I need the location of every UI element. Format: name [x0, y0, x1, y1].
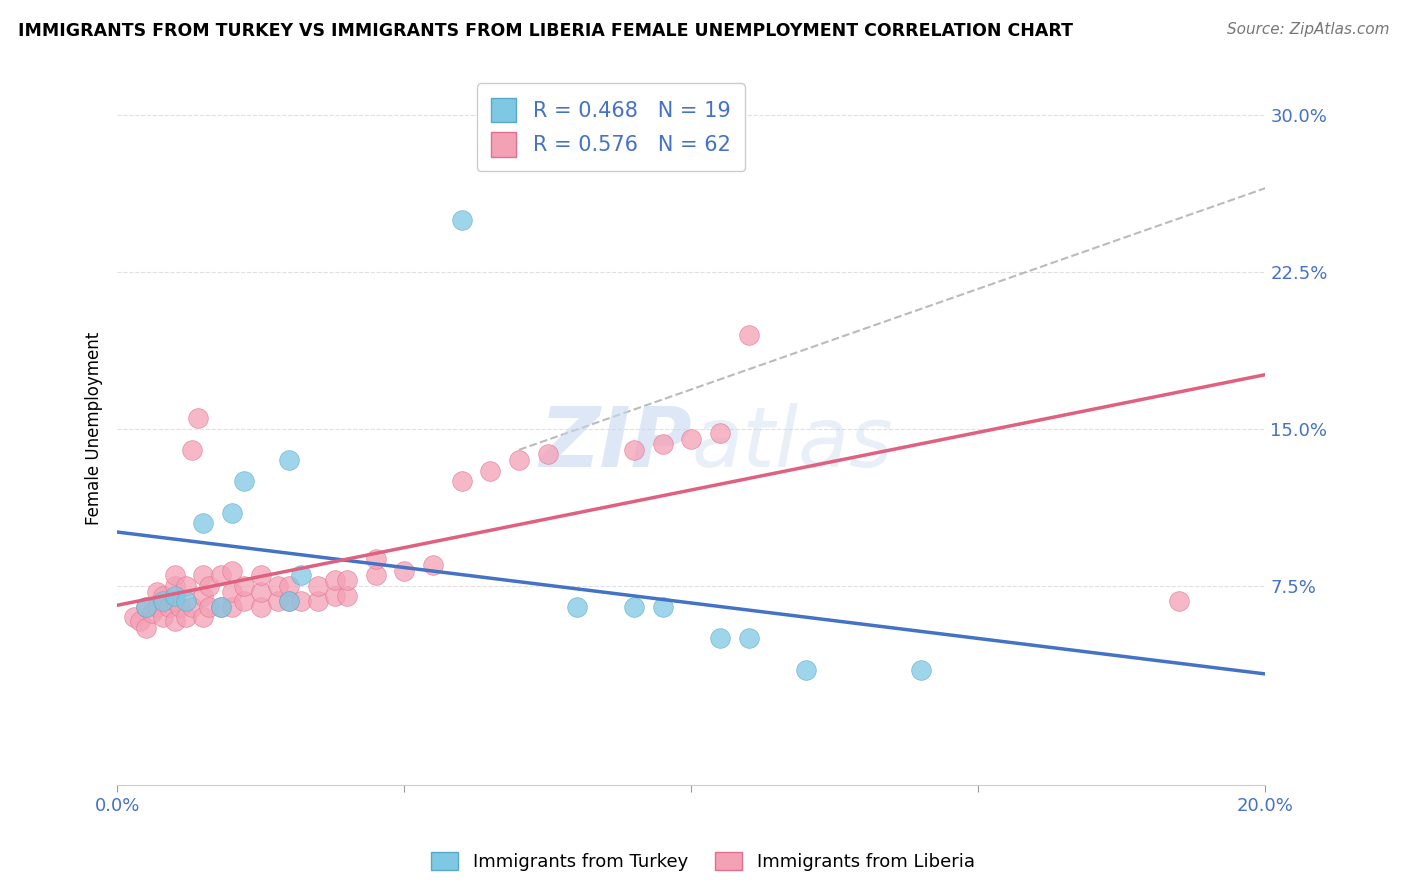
Point [146, 599, 169, 614]
Point [146, 585, 169, 599]
Point [794, 663, 817, 677]
Point [221, 599, 243, 614]
Point [152, 610, 174, 624]
Point [193, 568, 215, 582]
Point [198, 599, 221, 614]
Point [174, 593, 197, 607]
Point [267, 579, 290, 593]
Point [709, 631, 731, 645]
Point [193, 516, 215, 530]
Point [180, 442, 202, 457]
Point [135, 621, 157, 635]
Point [163, 579, 186, 593]
Point [232, 593, 254, 607]
Legend: R = 0.468   N = 19, R = 0.576   N = 62: R = 0.468 N = 19, R = 0.576 N = 62 [477, 83, 745, 171]
Point [364, 568, 387, 582]
Point [537, 447, 560, 461]
Point [290, 593, 312, 607]
Point [163, 590, 186, 604]
Point [450, 212, 472, 227]
Point [364, 551, 387, 566]
Point [290, 568, 312, 582]
Text: IMMIGRANTS FROM TURKEY VS IMMIGRANTS FROM LIBERIA FEMALE UNEMPLOYMENT CORRELATIO: IMMIGRANTS FROM TURKEY VS IMMIGRANTS FRO… [18, 22, 1073, 40]
Point [336, 573, 359, 587]
Point [325, 590, 347, 604]
Point [141, 606, 163, 620]
Point [187, 411, 209, 425]
Point [193, 610, 215, 624]
Point [278, 593, 301, 607]
Point [681, 433, 703, 447]
Point [157, 599, 180, 614]
Point [325, 573, 347, 587]
Point [221, 564, 243, 578]
Point [174, 610, 197, 624]
Point [221, 506, 243, 520]
Point [249, 568, 271, 582]
Point [1168, 593, 1191, 607]
Point [163, 593, 186, 607]
Point [307, 593, 329, 607]
Point [174, 579, 197, 593]
Point [135, 599, 157, 614]
Point [198, 579, 221, 593]
Point [267, 593, 290, 607]
Point [394, 564, 416, 578]
Point [232, 474, 254, 488]
Point [910, 663, 932, 677]
Point [651, 436, 673, 450]
Point [124, 610, 146, 624]
Point [738, 327, 761, 342]
Point [336, 590, 359, 604]
Point [209, 568, 232, 582]
Point [479, 464, 502, 478]
Point [508, 453, 530, 467]
Point [221, 585, 243, 599]
Point [278, 453, 301, 467]
Point [307, 579, 329, 593]
Text: Source: ZipAtlas.com: Source: ZipAtlas.com [1226, 22, 1389, 37]
Point [129, 615, 152, 629]
Text: atlas: atlas [692, 402, 893, 483]
Point [651, 599, 673, 614]
Y-axis label: Female Unemployment: Female Unemployment [86, 332, 103, 525]
Point [180, 599, 202, 614]
Point [163, 568, 186, 582]
Point [738, 631, 761, 645]
Point [209, 599, 232, 614]
Point [169, 599, 191, 614]
Point [152, 590, 174, 604]
Point [623, 599, 645, 614]
Point [135, 599, 157, 614]
Point [422, 558, 444, 572]
Point [450, 474, 472, 488]
Point [249, 585, 271, 599]
Point [709, 425, 731, 440]
Point [623, 442, 645, 457]
Point [249, 599, 271, 614]
Point [163, 615, 186, 629]
Point [565, 599, 588, 614]
Point [278, 579, 301, 593]
Point [152, 593, 174, 607]
Text: ZIP: ZIP [538, 402, 692, 483]
Point [193, 590, 215, 604]
Point [209, 599, 232, 614]
Legend: Immigrants from Turkey, Immigrants from Liberia: Immigrants from Turkey, Immigrants from … [425, 845, 981, 879]
Point [278, 593, 301, 607]
Point [232, 579, 254, 593]
